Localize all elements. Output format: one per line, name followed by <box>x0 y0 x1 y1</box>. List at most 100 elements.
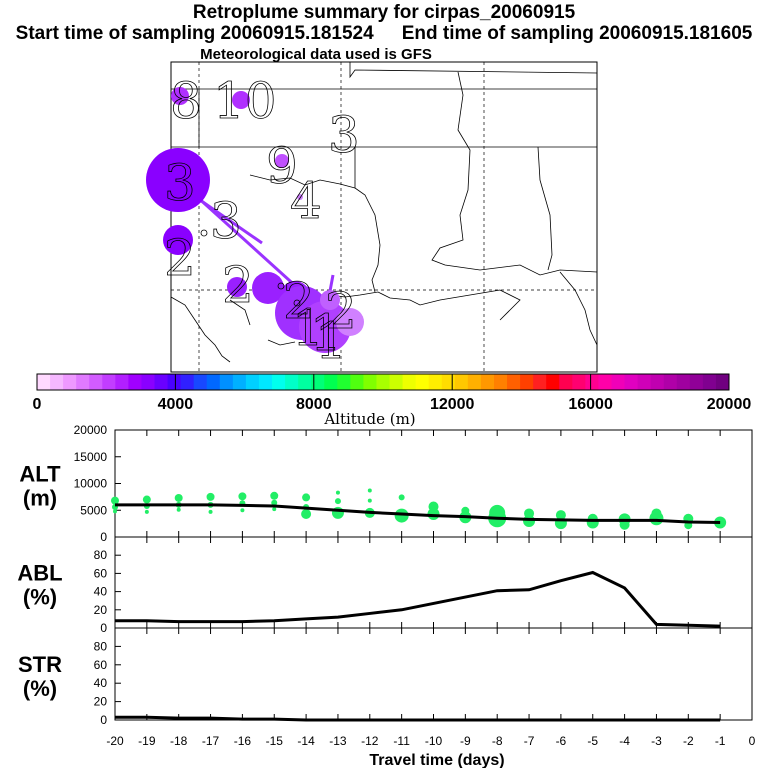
plume-circle <box>232 91 250 109</box>
scatter-point <box>176 507 181 512</box>
x-tick-label: -12 <box>361 734 379 748</box>
y-tick-label: 40 <box>94 585 108 599</box>
x-tick-label: -6 <box>556 734 567 748</box>
colorbar-cell <box>546 374 560 390</box>
x-tick-label: -18 <box>170 734 188 748</box>
x-tick-label: -1 <box>715 734 726 748</box>
colorbar-cell <box>167 374 182 390</box>
x-tick-label: 0 <box>749 734 756 748</box>
sample-marker <box>293 299 301 307</box>
x-axis: -20 -19 -18 -17 -16 -15 -14 -13 -12 -11 -10 -9 -8 -7-… <box>106 734 755 768</box>
colorbar-cell <box>298 374 312 390</box>
colorbar-cell <box>50 374 64 390</box>
sample-marker <box>277 282 285 290</box>
y-tick-label: 60 <box>94 658 108 672</box>
scatter-point <box>142 495 151 504</box>
colorbar-tick-label: 20000 <box>707 396 752 413</box>
day-marker: 1 <box>292 299 324 357</box>
colorbar-cell <box>480 374 495 390</box>
colorbar-cell <box>467 374 482 390</box>
panel-frame <box>114 536 753 629</box>
y-axis-label: ABL <box>17 561 62 586</box>
scatter-point <box>240 508 245 513</box>
colorbar-cell <box>363 374 377 390</box>
colorbar-cell <box>115 374 129 390</box>
colorbar-cell <box>37 374 51 390</box>
y-tick-label: 5000 <box>80 503 107 517</box>
colorbar-cell <box>441 374 456 390</box>
plume-circle <box>299 301 351 353</box>
scatter-point <box>144 509 149 514</box>
x-tick-label: -17 <box>202 734 220 748</box>
colorbar-cell <box>180 374 195 390</box>
x-axis-label: Travel time (days) <box>369 752 504 768</box>
y-tick-label: 0 <box>100 621 107 635</box>
colorbar-cell <box>258 374 273 390</box>
scatter-point <box>523 514 536 527</box>
start-time-label: Start time of sampling 20060915.181524 <box>15 23 374 44</box>
scatter-point <box>238 492 247 501</box>
scatter-point <box>111 496 119 505</box>
colorbar-cell <box>415 374 430 390</box>
colorbar-cell <box>232 374 247 390</box>
x-tick-label: -13 <box>329 734 347 748</box>
scatter-point <box>367 498 372 503</box>
colorbar-label: Altitude (m) <box>323 410 415 428</box>
colorbar-cell <box>128 374 142 390</box>
y-tick-label: 40 <box>94 676 108 690</box>
x-tick-label: -20 <box>106 734 124 748</box>
x-tick-label: -7 <box>524 734 535 748</box>
retroplume-map: 8 10 3 9 4 3 3 2 2 2 2 1 1 1 <box>146 61 598 373</box>
day-marker: 9 <box>266 137 298 195</box>
day-marker: 2 <box>325 282 357 340</box>
scatter-point <box>302 493 311 502</box>
colorbar-cell <box>402 374 417 390</box>
trajectory-segment <box>193 193 302 292</box>
day-marker: 8 <box>170 72 202 130</box>
day-marker: 10 <box>213 72 277 130</box>
x-tick-label: -19 <box>138 734 156 748</box>
altitude-colorbar: 0 4000 8000 12000 16000 20000 Altitude (m) <box>33 373 752 428</box>
colorbar-cells <box>37 374 730 390</box>
y-tick-label: 60 <box>94 566 108 580</box>
plume-circle <box>336 308 364 336</box>
day-marker: 2 <box>164 229 196 287</box>
scatter-point <box>619 519 630 530</box>
end-time-label: End time of sampling 20060915.181605 <box>401 23 753 44</box>
y-axis-unit: (%) <box>23 585 57 610</box>
x-tick-label: -10 <box>425 734 443 748</box>
panel-alt: 0 5000 10000 15000 20000 ALT(m) <box>19 423 753 544</box>
y-tick-label: 20 <box>94 695 108 709</box>
day-markers: 8 10 3 9 4 3 3 2 2 2 2 1 1 1 <box>164 72 361 371</box>
colorbar-cell <box>572 374 586 390</box>
y-tick-label: 80 <box>94 639 108 653</box>
y-tick-label: 20 <box>94 603 108 617</box>
y-axis-label: STR <box>18 652 62 677</box>
plume-circle <box>297 194 303 200</box>
panel-abl: 0 20 40 60 80 ABL(%) <box>17 536 753 635</box>
colorbar-cell <box>715 374 730 390</box>
met-data-label: Meteorological data used is GFS <box>200 46 432 63</box>
series-line <box>115 570 721 628</box>
chart-title: Retroplume summary for cirpas_20060915 <box>192 2 576 23</box>
colorbar-cell <box>689 374 704 390</box>
colorbar-cell <box>311 374 325 390</box>
series-line <box>115 503 721 525</box>
x-tick-label: -14 <box>297 734 315 748</box>
colorbar-tick-label: 12000 <box>430 396 475 413</box>
colorbar-cell <box>219 374 234 390</box>
x-tick-label: -2 <box>683 734 694 748</box>
day-marker: 1 <box>315 312 347 370</box>
x-tick-label: -8 <box>492 734 503 748</box>
colorbar-cell <box>285 374 299 390</box>
colorbar-cell <box>102 374 116 390</box>
scatter-point <box>586 516 599 529</box>
plume-circle <box>252 272 284 304</box>
scatter-point <box>367 488 372 493</box>
plume-circle <box>146 148 210 212</box>
colorbar-cell <box>389 374 404 390</box>
plume-circle <box>227 277 247 297</box>
series-line <box>115 715 721 722</box>
